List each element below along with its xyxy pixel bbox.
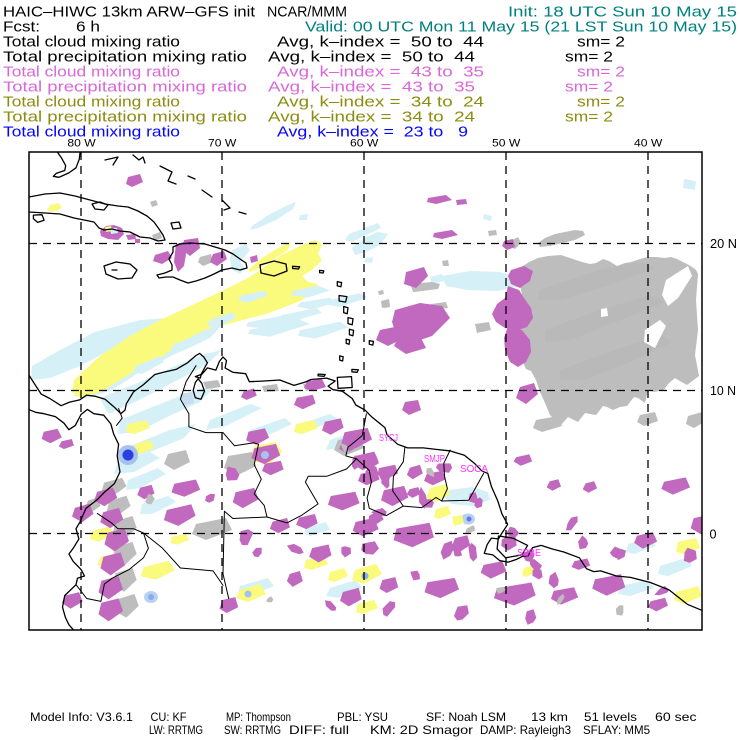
svg-text:Total precipitation mixing rat: Total precipitation mixing ratio	[3, 49, 247, 65]
svg-text:6 h: 6 h	[76, 19, 100, 35]
svg-text:SMJP: SMJP	[424, 454, 445, 465]
svg-text:10 N: 10 N	[710, 384, 736, 398]
svg-text:Init: 18 UTC Sun 10 May 15: Init: 18 UTC Sun 10 May 15	[508, 4, 737, 20]
svg-text:Model Info: V3.6.1: Model Info: V3.6.1	[30, 710, 133, 724]
svg-text:DAMP: Rayleigh3: DAMP: Rayleigh3	[480, 723, 571, 737]
svg-text:SBBE: SBBE	[517, 548, 541, 559]
svg-text:13 km: 13 km	[531, 710, 568, 724]
svg-text:20 N: 20 N	[710, 237, 737, 251]
svg-text:Total cloud mixing ratio: Total cloud mixing ratio	[3, 34, 180, 50]
svg-text:SYCJ: SYCJ	[379, 433, 398, 444]
svg-text:DIFF: full: DIFF: full	[289, 723, 349, 737]
svg-text:Total cloud mixing ratio: Total cloud mixing ratio	[3, 94, 180, 110]
svg-text:60 sec: 60 sec	[655, 710, 697, 724]
svg-text:80 W: 80 W	[67, 138, 96, 150]
svg-text:Avg, k–index = 23 to 9: Avg, k–index = 23 to 9	[277, 124, 468, 140]
svg-text:LW: RRTMG: LW: RRTMG	[149, 723, 203, 737]
svg-text:40 W: 40 W	[634, 138, 663, 150]
svg-text:SF: Noah LSM: SF: Noah LSM	[426, 710, 506, 724]
svg-text:SFLAY: MM5: SFLAY: MM5	[583, 723, 650, 737]
svg-text:Avg, k–index = 34 to 24: Avg, k–index = 34 to 24	[277, 94, 484, 110]
svg-text:PBL: YSU: PBL: YSU	[337, 710, 388, 724]
svg-text:SOCA: SOCA	[460, 464, 488, 475]
svg-text:KM: 2D Smagor: KM: 2D Smagor	[370, 723, 473, 737]
svg-text:51 levels: 51 levels	[584, 710, 637, 724]
svg-text:SW: RRTMG: SW: RRTMG	[224, 723, 281, 737]
svg-text:MP: Thompson: MP: Thompson	[226, 710, 291, 724]
svg-text:HAIC–HIWC 13km ARW–GFS init: HAIC–HIWC 13km ARW–GFS init	[3, 4, 255, 20]
svg-text:sm= 2: sm= 2	[577, 34, 625, 50]
svg-text:70 W: 70 W	[208, 138, 237, 150]
svg-text:50 W: 50 W	[492, 138, 521, 150]
svg-text:Total precipitation mixing rat: Total precipitation mixing ratio	[3, 79, 247, 95]
svg-text:Avg, k–index = 50 to 44: Avg, k–index = 50 to 44	[268, 49, 475, 65]
svg-text:sm= 2: sm= 2	[565, 109, 613, 125]
svg-text:Total cloud mixing ratio: Total cloud mixing ratio	[3, 64, 180, 80]
svg-text:sm= 2: sm= 2	[565, 79, 613, 95]
svg-text:Total precipitation mixing rat: Total precipitation mixing ratio	[3, 109, 247, 125]
svg-text:60 W: 60 W	[350, 138, 379, 150]
svg-text:Avg, k–index = 43 to 35: Avg, k–index = 43 to 35	[268, 79, 475, 95]
svg-text:0: 0	[710, 528, 717, 542]
svg-text:sm= 2: sm= 2	[565, 49, 613, 65]
svg-text:NCAR/MMM: NCAR/MMM	[267, 4, 347, 20]
svg-text:Avg, k–index = 43 to 35: Avg, k–index = 43 to 35	[277, 64, 484, 80]
svg-text:Avg, k–index = 50 to 44: Avg, k–index = 50 to 44	[277, 34, 484, 50]
svg-text:Total cloud mixing ratio: Total cloud mixing ratio	[3, 124, 180, 140]
svg-text:Avg, k–index = 34 to 24: Avg, k–index = 34 to 24	[268, 109, 475, 125]
svg-text:sm= 2: sm= 2	[577, 94, 625, 110]
svg-text:Valid: 00 UTC Mon 11 May 15 (2: Valid: 00 UTC Mon 11 May 15 (21 LST Sun …	[305, 19, 737, 35]
svg-text:CU: KF: CU: KF	[151, 710, 187, 724]
svg-text:sm= 2: sm= 2	[577, 64, 625, 80]
svg-text:Fcst:: Fcst:	[3, 19, 40, 35]
